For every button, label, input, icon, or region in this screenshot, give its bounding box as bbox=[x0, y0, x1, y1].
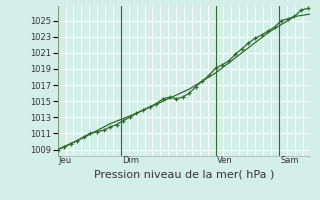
X-axis label: Pression niveau de la mer( hPa ): Pression niveau de la mer( hPa ) bbox=[94, 170, 274, 180]
Text: Ven: Ven bbox=[217, 156, 233, 165]
Text: Jeu: Jeu bbox=[59, 156, 72, 165]
Text: Sam: Sam bbox=[280, 156, 299, 165]
Text: Dim: Dim bbox=[122, 156, 139, 165]
